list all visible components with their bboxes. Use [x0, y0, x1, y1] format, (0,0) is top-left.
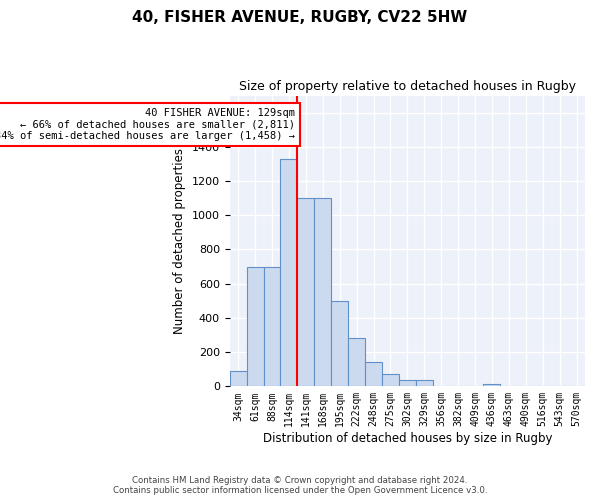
Bar [230, 371, 247, 386]
Text: 40, FISHER AVENUE, RUGBY, CV22 5HW: 40, FISHER AVENUE, RUGBY, CV22 5HW [133, 10, 467, 25]
Bar [263, 266, 280, 386]
Text: Contains HM Land Registry data © Crown copyright and database right 2024.
Contai: Contains HM Land Registry data © Crown c… [113, 476, 487, 495]
Bar [484, 384, 500, 386]
Bar [348, 338, 365, 386]
Bar [382, 374, 399, 386]
Bar [314, 198, 331, 386]
Title: Size of property relative to detached houses in Rugby: Size of property relative to detached ho… [239, 80, 576, 93]
X-axis label: Distribution of detached houses by size in Rugby: Distribution of detached houses by size … [263, 432, 552, 445]
Y-axis label: Number of detached properties: Number of detached properties [173, 148, 187, 334]
Bar [331, 301, 348, 386]
Bar [416, 380, 433, 386]
Bar [247, 266, 263, 386]
Bar [298, 198, 314, 386]
Bar [365, 362, 382, 386]
Bar [399, 380, 416, 386]
Text: 40 FISHER AVENUE: 129sqm
← 66% of detached houses are smaller (2,811)
34% of sem: 40 FISHER AVENUE: 129sqm ← 66% of detach… [0, 108, 295, 141]
Bar [280, 159, 298, 386]
